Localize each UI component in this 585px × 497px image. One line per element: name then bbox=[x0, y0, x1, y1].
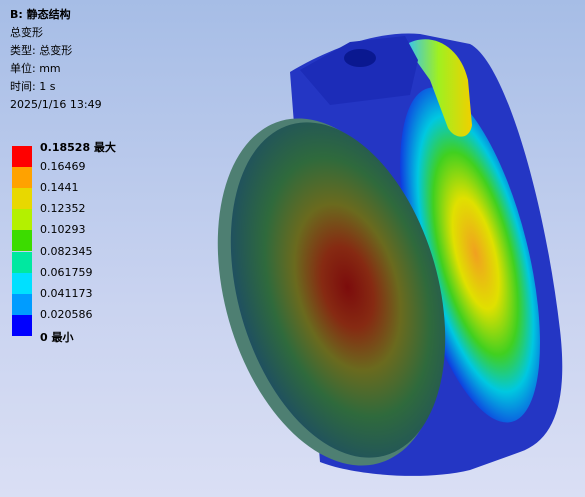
legend-swatch bbox=[12, 146, 32, 168]
legend-label: 0.18528 最大 bbox=[40, 141, 116, 154]
info-line: 时间: 1 s bbox=[10, 80, 56, 93]
legend-label: 0.020586 bbox=[40, 307, 93, 321]
block bbox=[300, 36, 418, 105]
legend-label: 0.041173 bbox=[40, 286, 93, 300]
legend-swatch bbox=[12, 272, 32, 294]
legend-swatch bbox=[12, 251, 32, 273]
hole bbox=[344, 49, 376, 67]
info-line: 单位: mm bbox=[10, 62, 61, 75]
result-details: 总变形类型: 总变形 单位: mm 时间: 1 s 2025/1/16 13:49 bbox=[10, 24, 102, 114]
legend-swatch bbox=[12, 188, 32, 210]
legend-label: 0.061759 bbox=[40, 265, 93, 279]
info-line: 2025/1/16 13:49 bbox=[10, 98, 102, 111]
legend-label: 0.10293 bbox=[40, 223, 86, 237]
info-line: 类型: 总变形 bbox=[10, 44, 73, 57]
legend-swatch bbox=[12, 167, 32, 189]
legend-label: 0.16469 bbox=[40, 160, 86, 174]
legend-label: 0 最小 bbox=[40, 330, 74, 344]
legend-label: 0.1441 bbox=[40, 181, 79, 195]
legend-label: 0.12352 bbox=[40, 202, 86, 216]
legend-swatch bbox=[12, 209, 32, 231]
legend-swatch bbox=[12, 293, 32, 315]
result-info: B: 静态结构 总变形类型: 总变形 单位: mm 时间: 1 s 2025/1/16… bbox=[10, 6, 102, 114]
legend-label: 0.082345 bbox=[40, 244, 93, 258]
result-title: B: 静态结构 bbox=[10, 8, 71, 21]
side-surface bbox=[400, 87, 540, 423]
legend-swatch bbox=[12, 230, 32, 252]
legend-swatch bbox=[12, 314, 32, 336]
info-line: 总变形 bbox=[10, 26, 43, 39]
disc-face bbox=[230, 122, 446, 458]
tab bbox=[405, 39, 472, 137]
